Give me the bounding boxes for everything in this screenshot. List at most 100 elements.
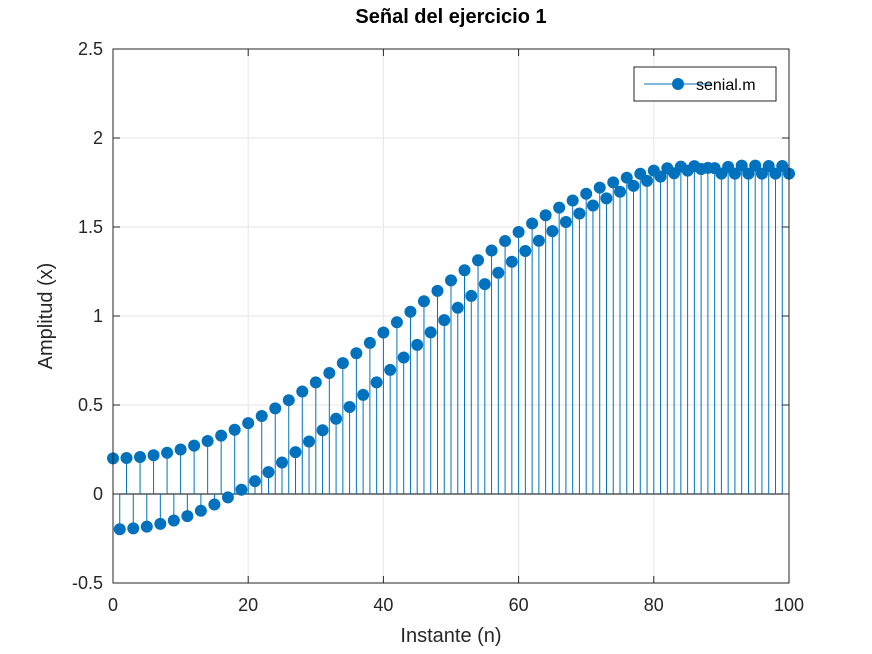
stem-marker xyxy=(614,185,626,198)
x-tick-label: 20 xyxy=(238,595,258,615)
y-tick-labels: -0.5 0 0.5 1 1.5 2 2.5 xyxy=(72,39,103,593)
stem-marker xyxy=(194,504,207,517)
stem-marker xyxy=(472,254,485,267)
stem-marker xyxy=(181,510,194,523)
stem-marker xyxy=(404,305,417,318)
stem-marker xyxy=(593,181,606,194)
stem-marker xyxy=(627,179,640,192)
stem-marker xyxy=(749,159,762,172)
stem-marker xyxy=(255,410,268,423)
legend: senial.m xyxy=(633,66,777,102)
stem-marker xyxy=(215,429,228,442)
stem-marker xyxy=(134,450,147,463)
stem-marker xyxy=(492,266,505,279)
x-tick-label: 60 xyxy=(509,595,529,615)
y-axis-label: Amplitud (x) xyxy=(35,263,57,370)
stem-marker xyxy=(336,357,349,370)
stem-marker xyxy=(221,491,234,504)
stem-marker xyxy=(377,326,390,339)
stem-marker xyxy=(580,187,593,200)
stem-marker xyxy=(742,167,755,180)
stem-marker xyxy=(316,424,329,437)
stem-marker xyxy=(553,201,566,214)
stem-marker xyxy=(248,475,261,488)
stem-marker xyxy=(282,394,295,407)
stem-marker xyxy=(363,336,376,349)
stem-marker xyxy=(228,423,241,436)
stem-marker xyxy=(641,174,654,187)
y-tick-label: -0.5 xyxy=(72,573,103,593)
stem-marker xyxy=(384,363,397,376)
stem-marker xyxy=(499,235,512,248)
stem-marker xyxy=(242,417,255,430)
stem-marker xyxy=(424,326,437,339)
stem-marker xyxy=(167,514,180,527)
stem-marker xyxy=(505,255,518,268)
stem-marker xyxy=(539,209,552,222)
stem-marker xyxy=(445,274,457,287)
stem-marker xyxy=(600,192,613,205)
stem-marker xyxy=(620,171,633,184)
stem-marker xyxy=(458,264,471,277)
stem-marker xyxy=(573,207,586,220)
stem-marker xyxy=(735,159,748,172)
stem-marker xyxy=(465,289,478,302)
stem-marker xyxy=(303,435,316,448)
stem-marker xyxy=(478,278,491,291)
x-tick-label: 0 xyxy=(108,595,118,615)
stem-marker xyxy=(586,199,599,212)
stem-marker xyxy=(485,244,498,257)
stem-marker xyxy=(417,295,430,308)
stem-marker xyxy=(350,347,363,360)
stem-marker xyxy=(526,217,539,230)
stem-marker xyxy=(120,452,133,465)
ticks xyxy=(112,48,790,584)
stem-marker xyxy=(208,498,221,511)
stem-marker xyxy=(296,385,309,398)
stem-marker xyxy=(140,520,153,533)
stem-marker xyxy=(323,366,336,379)
stem-marker xyxy=(431,284,444,297)
stem-marker xyxy=(397,351,410,364)
stem-marker xyxy=(276,456,288,469)
stem-marker xyxy=(546,225,559,238)
stem-marker xyxy=(188,439,201,452)
stem-marker xyxy=(411,338,424,351)
stem-marker xyxy=(289,446,302,459)
stem-marker xyxy=(607,176,620,189)
x-tick-label: 40 xyxy=(373,595,393,615)
y-tick-label: 1 xyxy=(93,306,103,326)
x-tick-label: 80 xyxy=(644,595,664,615)
stem-marker xyxy=(127,522,140,535)
x-axis-label: Instante (n) xyxy=(400,625,501,647)
y-tick-label: 2.5 xyxy=(78,39,103,59)
stem-marker xyxy=(262,466,275,479)
stem-marker xyxy=(113,523,126,536)
stem-marker xyxy=(154,517,167,530)
legend-label: senial.m xyxy=(696,77,756,94)
stem-marker xyxy=(161,446,174,459)
y-tick-label: 2 xyxy=(93,128,103,148)
stem-marker xyxy=(235,483,248,496)
x-tick-labels: 0 20 40 60 80 100 xyxy=(108,595,804,615)
x-tick-label: 100 xyxy=(774,595,804,615)
stem-marker xyxy=(390,316,403,329)
y-tick-label: 0 xyxy=(93,484,103,504)
markers xyxy=(107,159,795,536)
stem-marker xyxy=(566,194,579,207)
y-tick-label: 0.5 xyxy=(78,395,103,415)
stem-marker xyxy=(309,376,322,389)
stem-marker xyxy=(512,225,525,238)
stem-marker xyxy=(201,434,214,447)
stem-marker xyxy=(343,400,356,413)
stem-marker xyxy=(147,449,160,462)
stem-marker xyxy=(330,412,343,425)
stem-marker xyxy=(370,376,383,389)
stem-marker xyxy=(654,170,667,183)
stem-marker xyxy=(519,245,532,258)
chart-title: Señal del ejercicio 1 xyxy=(355,6,546,28)
stem-marker xyxy=(728,167,741,180)
stem-marker xyxy=(438,314,451,327)
y-tick-label: 1.5 xyxy=(78,217,103,237)
